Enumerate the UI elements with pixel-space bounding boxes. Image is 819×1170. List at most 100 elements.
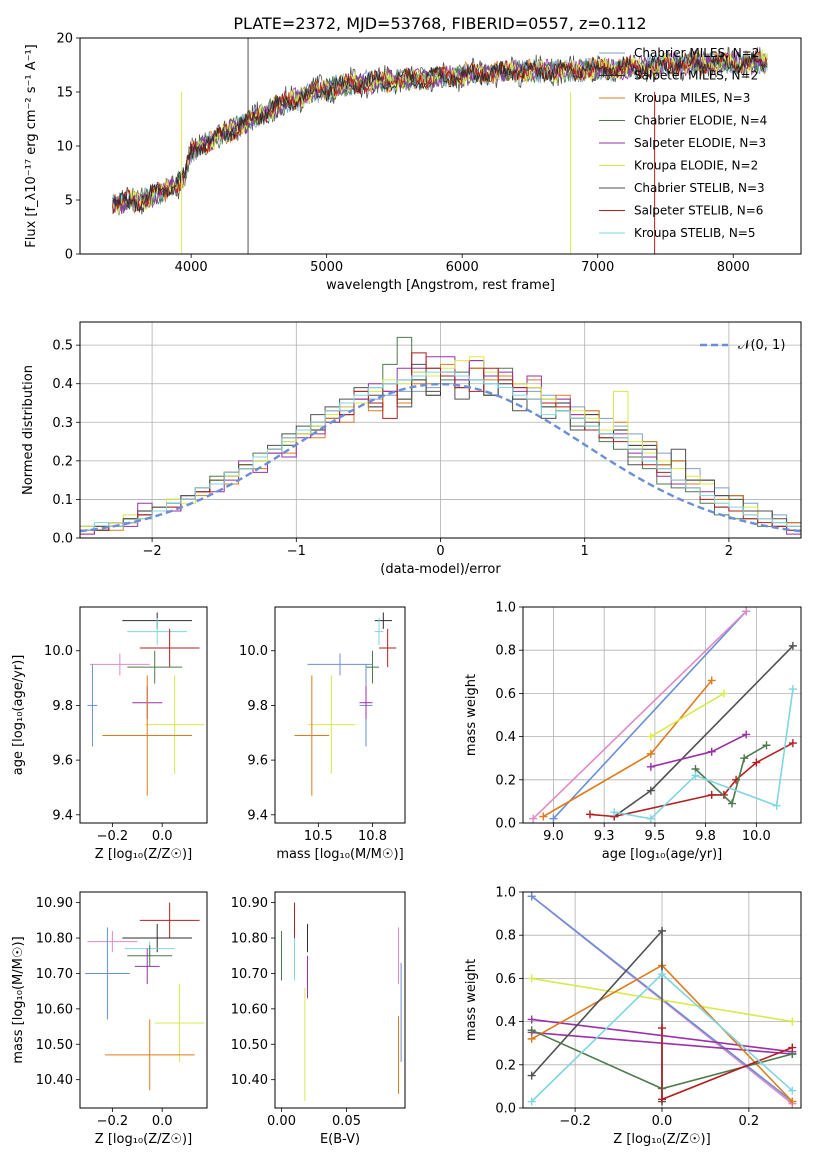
plot-area	[87, 612, 205, 796]
panel-age-weights: 9.0 9.3 9.5 9.8 10.0 0.0 0.2 0.4 0.6 0.8 1.0 age [l…	[464, 601, 802, 862]
y-tick-label: 9.4	[52, 808, 73, 823]
x-tick-label: 9.8	[695, 829, 716, 844]
axes-frame	[79, 891, 208, 1109]
weight-marker	[529, 814, 538, 823]
legend-label: Kroupa ELODIE, N=2	[634, 159, 758, 173]
x-tick-label: 2	[725, 544, 733, 559]
y-tick-label: 10.50	[36, 1038, 73, 1053]
x-tick-label: 0.05	[332, 1114, 361, 1129]
y-tick-label: 10.80	[231, 932, 268, 947]
x-tick-label: 7000	[581, 260, 614, 275]
plot-area	[527, 892, 797, 1108]
y-tick-label: 9.8	[247, 699, 268, 714]
y-tick-label: 0.8	[495, 644, 516, 659]
x-tick-label: 10.5	[304, 829, 333, 844]
x-tick-label: 8000	[717, 260, 750, 275]
y-axis-label: age [log₁₀(age/yr)]	[11, 655, 26, 776]
weight-marker	[772, 801, 781, 810]
y-tick-label: 10.70	[231, 967, 268, 982]
y-tick-label: 15	[56, 86, 73, 101]
y-tick-label: 0.4	[52, 377, 73, 392]
x-axis-label: wavelength [Angstrom, rest frame]	[326, 278, 555, 293]
y-tick-label: 0.2	[495, 773, 516, 788]
x-axis-label: E(B-V)	[320, 1132, 360, 1147]
x-tick-label: 0.0	[652, 1114, 673, 1129]
legend-label: Kroupa MILES, N=3	[634, 91, 750, 105]
y-tick-label: 10.0	[44, 644, 73, 659]
weight-marker	[646, 732, 655, 741]
x-tick-label: 4000	[175, 260, 208, 275]
weight-marker	[527, 1071, 536, 1080]
y-tick-label: 5	[65, 194, 73, 209]
weight-line	[552, 610, 747, 820]
weight-marker	[742, 730, 751, 739]
weight-marker	[707, 676, 716, 685]
y-tick-label: 0.8	[495, 929, 516, 944]
y-axis-label: Flux [f_λ10⁻¹⁷ erg cm⁻² s⁻¹ A⁻¹]	[24, 44, 39, 248]
weight-marker	[728, 799, 737, 808]
y-tick-label: 10.60	[36, 1002, 73, 1017]
weight-marker	[585, 810, 594, 819]
axes-frame	[79, 37, 802, 255]
plot-area	[281, 902, 402, 1101]
weight-marker	[549, 814, 558, 823]
figure-title: PLATE=2372, MJD=53768, FIBERID=0557, z=0…	[233, 14, 646, 33]
y-tick-label: 10.40	[36, 1073, 73, 1088]
x-tick-label: −0.2	[97, 829, 129, 844]
weight-marker	[658, 1095, 666, 1104]
panel-mass-vs-age: 10.5 10.8 9.4 9.6 9.8 10.0 mass [log₁₀(M/M☉)]	[239, 606, 406, 862]
weight-marker	[658, 970, 666, 979]
weight-line	[694, 744, 767, 806]
weight-marker	[740, 754, 749, 763]
y-axis-label: mass [log₁₀(M/M☉)]	[11, 936, 26, 1063]
axes-frame	[522, 606, 802, 824]
axes-frame	[274, 606, 406, 824]
weight-marker	[646, 814, 655, 823]
x-tick-label: 0.0	[152, 1114, 173, 1129]
plot-area	[84, 902, 205, 1091]
plot-area	[294, 612, 397, 796]
y-axis-label: mass weight	[464, 674, 479, 756]
x-tick-label: 0.0	[152, 829, 173, 844]
legend-label: Chabrier MILES, N=2	[634, 46, 759, 60]
weight-marker	[788, 641, 797, 650]
x-axis-label: Z [log₁₀(Z/Z☉)]	[95, 847, 192, 862]
x-tick-label: −0.2	[559, 1114, 591, 1129]
weight-marker	[788, 1086, 797, 1095]
weight-marker	[610, 808, 619, 817]
legend: Chabrier MILES, N=2 Salpeter MILES, N=2 Kr…	[599, 46, 767, 240]
legend-label: Chabrier ELODIE, N=4	[634, 114, 767, 128]
weight-marker	[539, 812, 548, 821]
weight-marker	[719, 689, 728, 698]
x-tick-label: 9.5	[645, 829, 666, 844]
weight-marker	[788, 685, 797, 694]
weight-marker	[527, 892, 536, 901]
x-axis-label: mass [log₁₀(M/M☉)]	[276, 847, 403, 862]
y-tick-label: 0	[65, 248, 73, 263]
axes-frame	[79, 321, 802, 539]
panel-residuals: −2 −1 0 1 2 0.0 0.1 0.2 0.3 0.4 0.5 (data-model)/er…	[21, 321, 802, 577]
y-tick-label: 10.40	[231, 1073, 268, 1088]
x-axis-label: (data-model)/error	[380, 562, 501, 577]
weight-marker	[527, 1034, 536, 1043]
panel-z-vs-age: −0.2 0.0 9.4 9.6 9.8 10.0 Z [log₁₀(Z/Z☉)] age […	[11, 606, 208, 862]
weight-line	[532, 610, 747, 820]
y-tick-label: 9.4	[247, 808, 268, 823]
weight-line	[650, 692, 725, 738]
weight-marker	[527, 1097, 536, 1106]
weight-marker	[788, 1097, 797, 1106]
weight-marker	[646, 786, 655, 795]
y-tick-label: 0.2	[52, 454, 73, 469]
panel-z-weights: −0.2 0.0 0.2 0.0 0.2 0.4 0.6 0.8 1.0 Z [log₁₀(Z/Z…	[464, 886, 802, 1147]
y-tick-label: 0.6	[495, 972, 516, 987]
x-tick-label: 6000	[446, 260, 479, 275]
y-tick-label: 0.1	[52, 493, 73, 508]
axes-frame	[274, 891, 406, 1109]
y-tick-label: 10.50	[231, 1038, 268, 1053]
y-tick-label: 0.0	[52, 532, 73, 547]
y-tick-label: 0.0	[495, 817, 516, 832]
y-tick-label: 10.80	[36, 932, 73, 947]
y-tick-label: 20	[56, 32, 73, 47]
y-tick-label: 10.90	[36, 896, 73, 911]
